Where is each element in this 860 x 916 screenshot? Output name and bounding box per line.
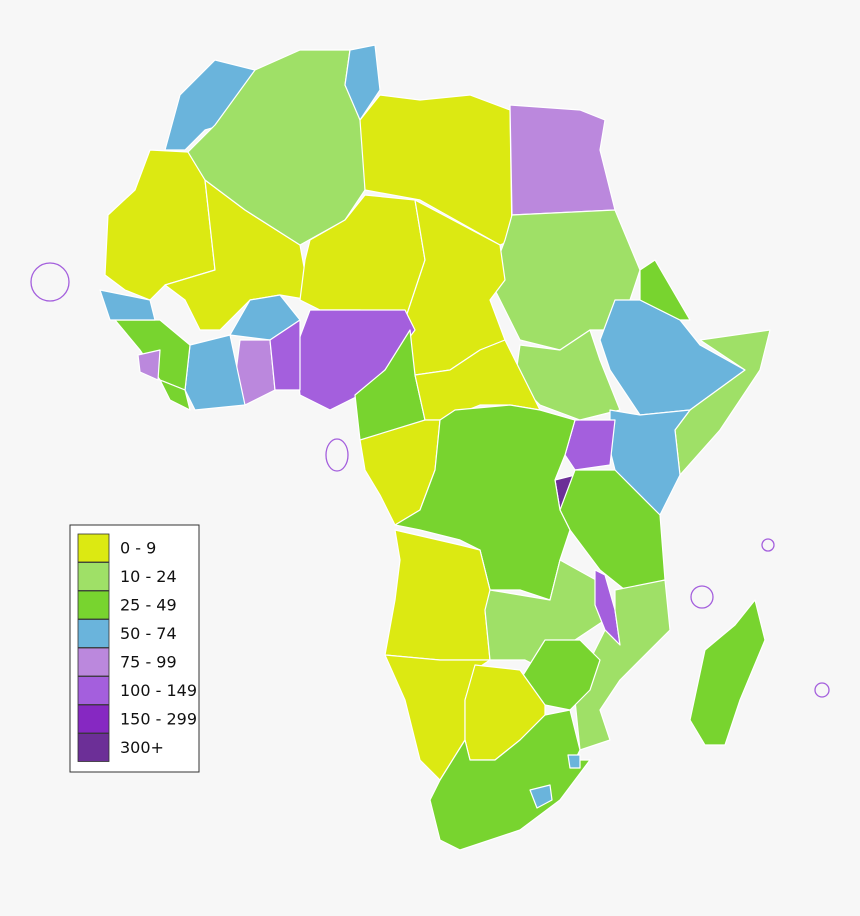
legend-swatch (77, 562, 110, 591)
egypt (509, 104, 616, 216)
madagascar (689, 599, 766, 746)
legend-label: 10 - 24 (120, 567, 177, 586)
togo-benin (269, 319, 301, 391)
legend-label: 300+ (120, 738, 164, 757)
tunisia (344, 44, 381, 121)
eswatini (567, 754, 581, 769)
comoros-marker (761, 538, 775, 552)
legend-swatch (77, 533, 110, 563)
legend-label: 100 - 149 (120, 681, 197, 700)
sierra-leone (137, 349, 161, 381)
legend: 0 - 9 10 - 24 25 - 49 50 - 74 75 - 99 100 - 1… (69, 524, 200, 773)
legend-label: 150 - 299 (120, 710, 197, 729)
legend-label: 50 - 74 (120, 624, 177, 643)
eritrea (639, 259, 691, 321)
mauritius-marker (814, 682, 830, 698)
legend-swatch (77, 590, 110, 620)
lesotho (529, 784, 553, 809)
legend-label: 25 - 49 (120, 596, 177, 615)
legend-swatch (77, 733, 110, 762)
cape-verde-marker (30, 262, 70, 302)
legend-swatch (77, 704, 110, 734)
countries (99, 44, 771, 851)
sao-tome-marker (325, 438, 349, 472)
legend-swatch (77, 647, 110, 677)
legend-swatch (77, 676, 110, 705)
senegal (99, 289, 156, 321)
liberia (159, 379, 191, 411)
seychelles-marker (690, 585, 714, 609)
legend-swatch (77, 619, 110, 648)
island-markers (30, 262, 830, 698)
legend-label: 0 - 9 (120, 539, 156, 558)
legend-label: 75 - 99 (120, 653, 177, 672)
